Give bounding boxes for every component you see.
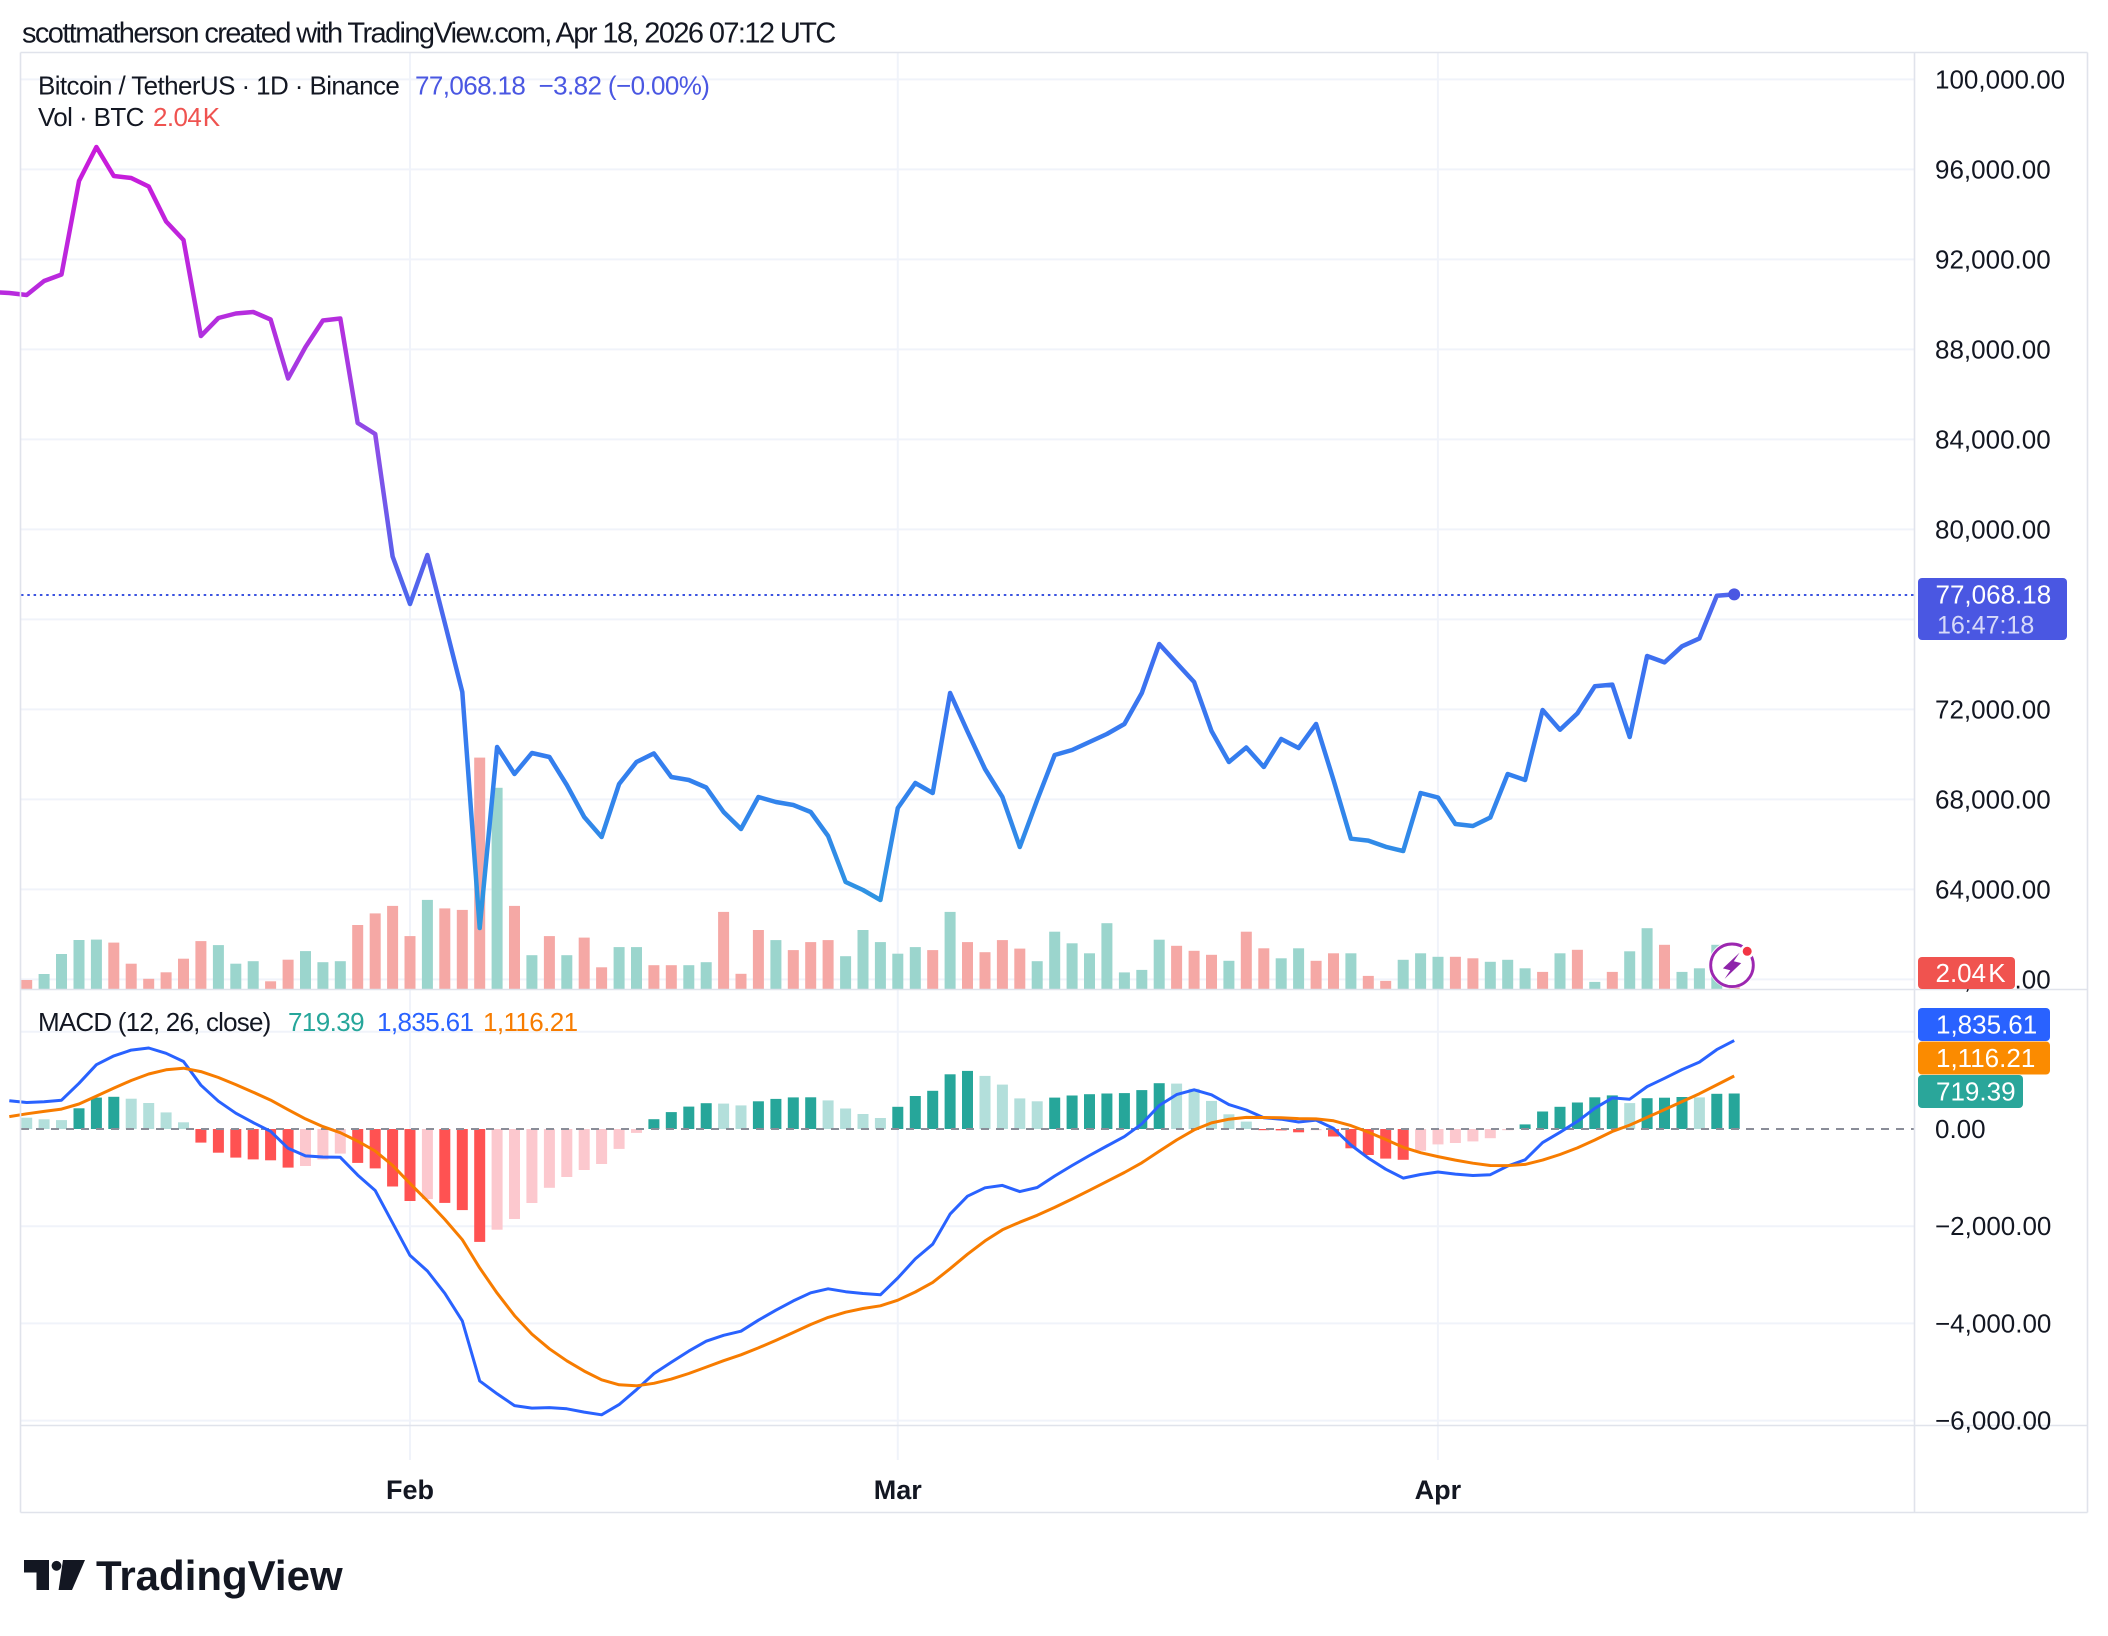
svg-text:80,000.00: 80,000.00 [1935, 514, 2051, 544]
svg-text:1,116.21: 1,116.21 [1936, 1043, 2035, 1073]
svg-text:77,068.18: 77,068.18 [1936, 580, 2052, 610]
svg-text:92,000.00: 92,000.00 [1935, 244, 2051, 274]
svg-text:719.39: 719.39 [288, 1007, 364, 1037]
svg-text:100,000.00: 100,000.00 [1935, 64, 2065, 94]
svg-text:96,000.00: 96,000.00 [1935, 154, 2051, 184]
svg-text:77,068.18 −3.82 (−0.00%): 77,068.18 −3.82 (−0.00%) [415, 71, 709, 101]
svg-text:Mar: Mar [874, 1475, 923, 1505]
svg-text:−4,000.00: −4,000.00 [1935, 1308, 2051, 1338]
svg-text:88,000.00: 88,000.00 [1935, 334, 2051, 364]
svg-text:2.04 K: 2.04 K [1936, 958, 2007, 988]
svg-text:719.39: 719.39 [1936, 1077, 2016, 1107]
svg-text:Bitcoin / TetherUS · 1D · Bina: Bitcoin / TetherUS · 1D · Binance [38, 71, 399, 101]
svg-text:1,835.61: 1,835.61 [377, 1007, 474, 1037]
svg-text:64,000.00: 64,000.00 [1935, 874, 2051, 904]
svg-text:−2,000.00: −2,000.00 [1935, 1211, 2051, 1241]
svg-text:scottmatherson created with Tr: scottmatherson created with TradingView.… [22, 18, 835, 50]
svg-text:Apr: Apr [1415, 1475, 1462, 1505]
svg-text:MACD (12, 26, close): MACD (12, 26, close) [38, 1007, 271, 1037]
svg-text:Vol · BTC: Vol · BTC [38, 102, 144, 132]
svg-text:2.04 K: 2.04 K [153, 102, 221, 132]
svg-text:84,000.00: 84,000.00 [1935, 424, 2051, 454]
svg-text:16:47:18: 16:47:18 [1937, 612, 2034, 640]
svg-text:TradingView: TradingView [96, 1552, 343, 1599]
svg-text:68,000.00: 68,000.00 [1935, 784, 2051, 814]
svg-text:0.00: 0.00 [1935, 1114, 1986, 1144]
svg-text:72,000.00: 72,000.00 [1935, 694, 2051, 724]
svg-text:Feb: Feb [386, 1475, 434, 1505]
svg-text:1,116.21: 1,116.21 [483, 1007, 578, 1037]
svg-text:−6,000.00: −6,000.00 [1935, 1406, 2051, 1436]
svg-text:1,835.61: 1,835.61 [1936, 1010, 2037, 1040]
